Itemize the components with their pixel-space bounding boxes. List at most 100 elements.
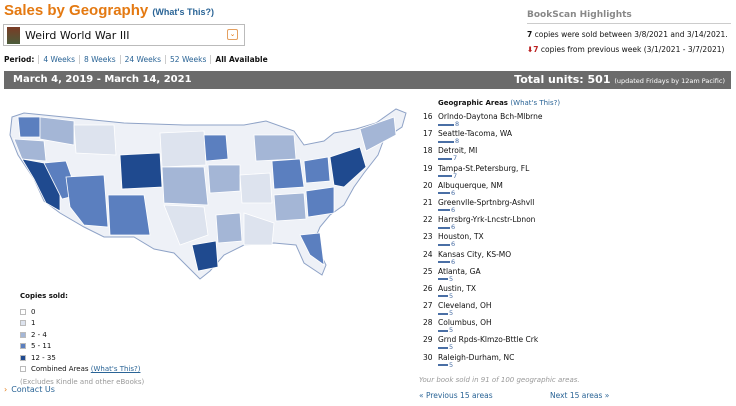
area-value: 5 [449,291,454,300]
area-bar [438,140,454,143]
area-row: 22 Harrsbrg-Yrk-Lncstr-Lbnon 6 [423,215,611,232]
area-bar [438,329,448,332]
area-row: 21 Greenvlle-Sprtnbrg-Ashvll 6 [423,198,611,215]
chevron-right-icon: › [4,385,8,394]
book-selector[interactable]: Weird World War III ⌄ [3,24,245,46]
legend-item: 0 [20,306,144,318]
period-4-weeks[interactable]: 4 Weeks [43,55,75,64]
area-bar [438,243,450,246]
period-8-weeks[interactable]: 8 Weeks [84,55,116,64]
area-row: 24 Kansas City, KS-MO 6 [423,250,611,267]
highlights-title: BookScan Highlights [527,10,731,24]
arrow-down-icon: ⬇ [527,45,534,54]
legend-item: 2 - 4 [20,329,144,341]
area-rank: 18 [423,146,433,156]
area-name: Atlanta, GA [438,266,481,276]
area-row: 29 Grnd Rpds-Klmzo-Bttle Crk 5 [423,335,611,352]
area-name: Tampa-St.Petersburg, FL [438,163,530,173]
areas-whats-this-link[interactable]: (What's This?) [510,99,561,107]
area-value: 5 [449,326,454,335]
bookscan-highlights: BookScan Highlights 7 copies were sold b… [527,4,731,54]
area-value: 8 [455,137,460,146]
area-row: 19 Tampa-St.Petersburg, FL 7 [423,164,611,181]
area-value: 8 [455,120,460,128]
period-24-weeks[interactable]: 24 Weeks [124,55,162,64]
period-all-available: All Available [210,55,271,64]
area-name: Seattle-Tacoma, WA [438,129,513,139]
area-name: Kansas City, KS-MO [438,249,512,259]
region-denver [119,152,163,190]
area-rank: 25 [423,266,433,276]
legend-combined: Combined Areas (What's This?) [20,364,144,376]
region-seattle [17,116,41,138]
geographic-areas-list: Geographic Areas (What's This?) 16 Orlndo… [423,99,611,370]
total-units: Total units: 501 [514,73,611,86]
area-value: 7 [453,171,458,180]
book-title: Weird World War III [25,28,130,42]
region-florida [299,232,325,266]
area-name: Columbus, OH [438,318,492,328]
areas-title: Geographic Areas [438,99,508,107]
area-name: Greenvlle-Sprtnbrg-Ashvll [438,197,535,207]
area-rank: 19 [423,163,433,173]
legend-item: 12 - 35 [20,352,144,364]
area-name: Orlndo-Daytona Bch-Mlbrne [438,112,543,121]
area-name: Houston, TX [438,232,484,242]
next-areas-link[interactable]: Next 15 areas » [550,391,610,400]
area-bar [438,346,448,349]
area-rank: 17 [423,129,433,139]
area-value: 5 [449,360,454,369]
area-name: Cleveland, OH [438,301,492,311]
area-value: 6 [451,257,456,266]
area-rank: 30 [423,352,433,362]
legend-note: (Excludes Kindle and other eBooks) [20,378,145,386]
area-row: 18 Detroit, MI 7 [423,146,611,163]
area-row: 27 Cleveland, OH 5 [423,301,611,318]
area-rank: 27 [423,301,433,311]
area-bar [438,295,448,298]
area-bar [438,157,452,160]
area-row: 30 Raleigh-Durham, NC 5 [423,353,611,370]
area-name: Detroit, MI [438,146,478,156]
contact-us-link[interactable]: Contact Us [11,385,55,394]
highlight-sold: 7 copies were sold between 3/8/2021 and … [527,30,728,39]
area-name: Raleigh-Durham, NC [438,352,515,362]
area-value: 6 [451,188,456,197]
period-52-weeks[interactable]: 52 Weeks [170,55,207,64]
area-row: 23 Houston, TX 6 [423,232,611,249]
previous-areas-link[interactable]: « Previous 15 areas [419,391,493,400]
area-rank: 23 [423,232,433,242]
area-row: 16 Orlndo-Daytona Bch-Mlbrne 8 [423,112,611,129]
whats-this-link[interactable]: (What's This?) [152,7,215,17]
area-bar [438,209,450,212]
area-name: Harrsbrg-Yrk-Lncstr-Lbnon [438,215,536,225]
area-rank: 29 [423,335,433,345]
area-value: 5 [449,343,454,352]
area-value: 6 [451,205,456,214]
area-bar [438,175,452,178]
area-rank: 26 [423,283,433,293]
area-rank: 28 [423,318,433,328]
area-rank: 20 [423,180,433,190]
area-value: 7 [453,154,458,163]
area-bar [438,278,448,281]
chevron-down-icon[interactable]: ⌄ [227,29,238,40]
us-sales-map[interactable] [4,95,416,285]
legend-item: 5 - 11 [20,341,144,353]
date-range-bar: March 4, 2019 - March 14, 2021 Total uni… [4,71,731,89]
title-text: Sales by Geography [4,2,149,19]
map-legend: Copies sold: 0 1 2 - 4 5 - 11 12 - 35 Co… [20,292,144,386]
area-rank: 16 [423,112,433,121]
area-name: Albuquerque, NM [438,180,503,190]
area-row: 25 Atlanta, GA 5 [423,267,611,284]
area-bar [438,192,450,195]
period-selector: Period: 4 Weeks 8 Weeks 24 Weeks 52 Week… [4,55,272,64]
area-bar [438,226,450,229]
area-row: 17 Seattle-Tacoma, WA 8 [423,129,611,146]
legend-title: Copies sold: [20,292,68,300]
area-value: 5 [449,274,454,283]
area-rank: 22 [423,215,433,225]
area-value: 5 [449,309,454,318]
date-range: March 4, 2019 - March 14, 2021 [13,74,192,85]
combined-whats-this-link[interactable]: (What's This?) [90,365,141,374]
